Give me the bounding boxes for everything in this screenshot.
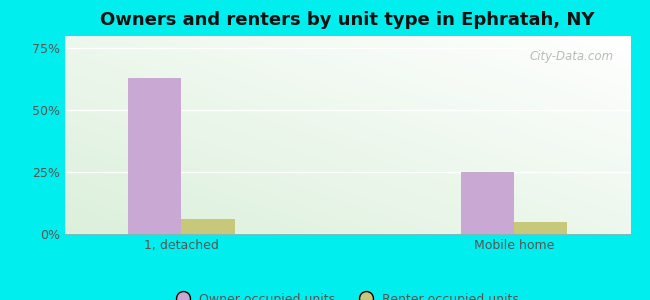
Text: City-Data.com: City-Data.com — [529, 50, 614, 63]
Bar — [461, 172, 514, 234]
Legend: Owner occupied units, Renter occupied units: Owner occupied units, Renter occupied un… — [171, 288, 525, 300]
Bar — [514, 222, 567, 234]
Bar — [181, 219, 235, 234]
Bar — [128, 78, 181, 234]
Title: Owners and renters by unit type in Ephratah, NY: Owners and renters by unit type in Ephra… — [101, 11, 595, 29]
